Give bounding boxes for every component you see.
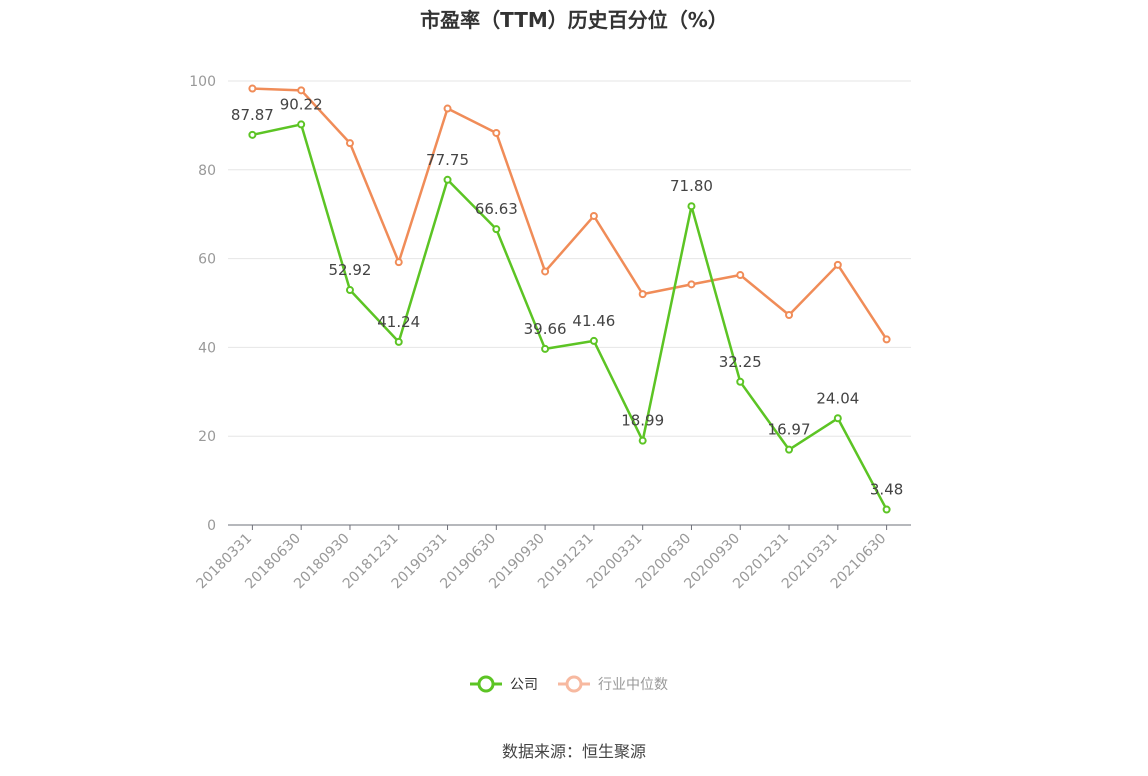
data-point — [345, 139, 354, 148]
data-label: 52.92 — [328, 261, 371, 279]
y-tick-label: 20 — [198, 429, 216, 445]
data-point — [297, 120, 306, 129]
series-line — [252, 123, 888, 511]
data-point — [882, 335, 891, 344]
data-point — [248, 84, 257, 93]
data-label: 87.87 — [231, 106, 274, 124]
data-point — [687, 280, 696, 289]
data-point — [443, 104, 452, 113]
data-point — [638, 436, 647, 445]
data-point — [687, 202, 696, 211]
data-source: 数据来源：恒生聚源 — [501, 742, 646, 761]
data-point — [541, 344, 550, 353]
data-point — [785, 310, 794, 319]
legend-marker — [565, 675, 583, 693]
data-label: 71.80 — [670, 177, 713, 195]
data-label: 77.75 — [426, 151, 469, 169]
data-point — [492, 128, 501, 137]
data-point — [833, 414, 842, 423]
data-point — [394, 258, 403, 267]
y-tick-label: 60 — [198, 252, 216, 268]
series-line — [252, 87, 888, 341]
data-point — [785, 445, 794, 454]
data-point — [541, 267, 550, 276]
data-label: 16.97 — [768, 421, 811, 439]
data-point — [345, 286, 354, 295]
data-label: 41.46 — [572, 312, 615, 330]
data-point — [492, 225, 501, 234]
y-tick-label: 40 — [198, 340, 216, 356]
y-tick-label: 100 — [189, 74, 216, 90]
data-point — [638, 290, 647, 299]
legend-item: 行业中位数 — [558, 675, 668, 693]
chart-title: 市盈率（TTM）历史百分位（%） — [420, 8, 728, 32]
legend-label: 公司 — [510, 677, 538, 693]
data-label: 41.24 — [377, 313, 420, 331]
data-point — [736, 271, 745, 280]
y-tick-label: 80 — [198, 163, 216, 179]
data-label: 39.66 — [524, 320, 567, 338]
legend-item: 公司 — [470, 675, 538, 693]
data-point — [833, 260, 842, 269]
data-label: 18.99 — [621, 412, 664, 430]
data-point — [248, 130, 257, 139]
data-label: 66.63 — [475, 200, 518, 218]
data-label: 90.22 — [280, 95, 323, 113]
data-point — [736, 377, 745, 386]
data-label: 24.04 — [816, 389, 859, 407]
data-label: 32.25 — [719, 353, 762, 371]
data-point — [297, 86, 306, 95]
data-point — [589, 211, 598, 220]
data-point — [394, 337, 403, 346]
data-label: 3.48 — [870, 481, 903, 499]
data-point — [443, 175, 452, 184]
legend-marker — [477, 675, 495, 693]
data-point — [589, 336, 598, 345]
legend-label: 行业中位数 — [598, 677, 668, 693]
data-point — [882, 505, 891, 514]
y-tick-label: 0 — [207, 518, 216, 534]
